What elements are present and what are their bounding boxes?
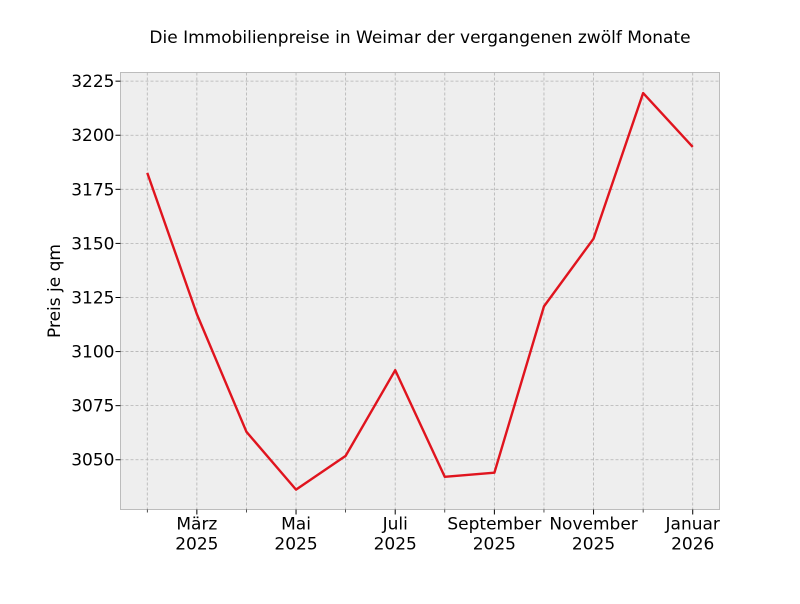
y-tick-label: 3125	[71, 288, 114, 308]
x-tick-label: 2025	[175, 535, 218, 555]
x-tick-label: Juli	[382, 515, 408, 535]
chart-title: Die Immobilienpreise in Weimar der verga…	[149, 28, 690, 48]
y-tick-label: 3050	[71, 451, 114, 471]
y-tick-label: 3175	[71, 180, 114, 200]
y-tick-label: 3150	[71, 234, 114, 254]
x-tick-label: September	[447, 515, 541, 535]
y-tick-label: 3225	[71, 72, 114, 92]
y-axis-label: Preis je qm	[45, 244, 65, 338]
y-tick-label: 3075	[71, 397, 114, 417]
y-tick-label: 3200	[71, 126, 114, 146]
x-tick-label: Januar	[665, 515, 720, 535]
x-tick-label: Mai	[281, 515, 311, 535]
x-tick-label: März	[176, 515, 217, 535]
x-tick-label: 2025	[374, 535, 417, 555]
x-tick-label: 2025	[274, 535, 317, 555]
x-tick-label: November	[549, 515, 637, 535]
x-tick-label: 2026	[671, 535, 714, 555]
plot-area	[121, 73, 720, 510]
x-tick-label: 2025	[473, 535, 516, 555]
x-tick-label: 2025	[572, 535, 615, 555]
y-tick-label: 3100	[71, 343, 114, 363]
